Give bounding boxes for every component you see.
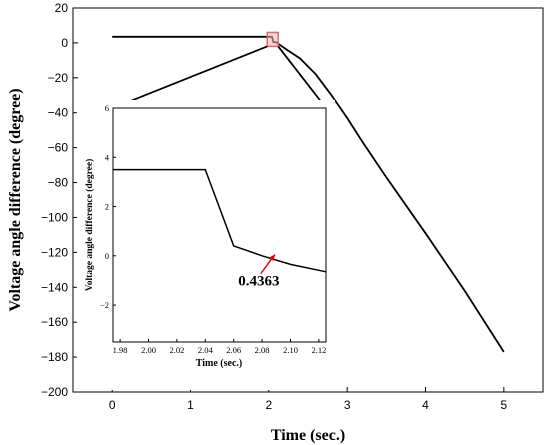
main-x-ticks: 0 1 2 3 4 5: [109, 387, 507, 412]
inset-x-axis-title: Time (sec.): [196, 358, 242, 369]
inset-x-tick-label: 2.02: [169, 345, 184, 355]
inset-y-tick-label: 6: [105, 103, 109, 113]
inset-series-line: [113, 168, 327, 273]
main-x-tick-label: 3: [344, 398, 351, 412]
inset-x-tick-label: 2.00: [141, 345, 156, 355]
inset-y-tick-label: −2: [100, 300, 109, 310]
zoom-highlight-box: [266, 31, 279, 48]
inset-x-tick-label: 2.06: [226, 345, 241, 355]
inset-x-tick-label: 2.12: [311, 345, 326, 355]
inset-x-tick-label: 1.98: [113, 345, 128, 355]
main-y-ticks: 20 0 −20 −40 −60 −80 −100 −120 −140 −160 −180 −200: [41, 1, 78, 399]
inset-y-tick-label: 2: [105, 202, 109, 212]
main-x-tick-label: 5: [500, 398, 507, 412]
main-x-axis-title: Time (sec.): [271, 427, 345, 444]
main-y-axis-title: Voltage angle difference (degree): [7, 88, 24, 311]
main-y-tick-label: −140: [41, 280, 68, 294]
inset-chart: 1.98 2.00 2.02 2.04 2.06 2.08 2.10 2.12 6420−2 …: [77, 100, 335, 390]
inset-x-tick-label: 2.04: [198, 345, 214, 355]
inset-plot-frame: [112, 107, 327, 343]
main-y-tick-label: −160: [41, 315, 68, 329]
main-plot-frame: [72, 7, 544, 393]
inset-y-tick-label: 0: [105, 251, 109, 261]
main-x-tick-label: 0: [109, 398, 116, 412]
main-y-tick-label: −180: [41, 350, 68, 364]
main-y-tick-label: −80: [48, 176, 69, 190]
inset-y-ticks: 6 4 2 0 −2: [100, 103, 116, 310]
main-y-tick-label: −120: [41, 245, 68, 259]
main-x-tick-label: 4: [422, 398, 429, 412]
main-y-tick-label: −60: [48, 141, 69, 155]
main-y-tick-label: 0: [61, 36, 68, 50]
main-y-tick-label: −100: [41, 210, 68, 224]
inset-x-tick-label: 2.10: [283, 345, 298, 355]
zoom-connector-right: [277, 45, 327, 109]
main-x-tick-label: 2: [265, 398, 272, 412]
main-x-tick-label: 1: [187, 398, 194, 412]
inset-x-tick-label: 2.08: [255, 345, 270, 355]
main-y-tick-label: 20: [55, 1, 69, 15]
main-y-tick-label: −40: [48, 106, 69, 120]
inset-y-axis-title: Voltage angle difference (degree): [84, 159, 95, 292]
main-y-tick-label: −20: [48, 71, 69, 85]
main-y-tick-label: −200: [41, 385, 68, 399]
annotation-label: 0.4363: [238, 274, 279, 290]
inset-x-ticks: 1.98 2.00 2.02 2.04 2.06 2.08 2.10 2.12: [113, 339, 326, 355]
zoom-connector-left: [112, 45, 268, 109]
inset-y-tick-label: 4: [105, 152, 110, 162]
annotation-arrowhead: [268, 254, 275, 262]
